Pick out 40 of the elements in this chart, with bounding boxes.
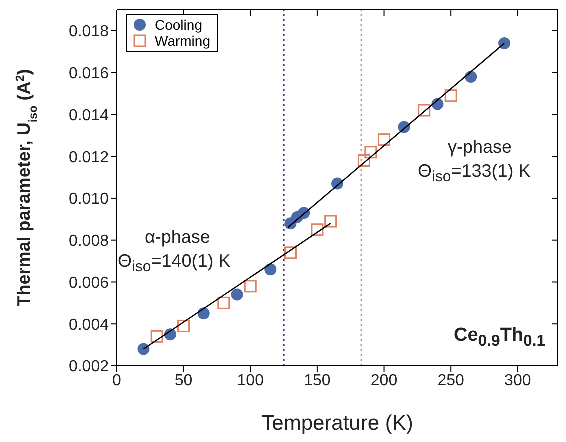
y-tick-label: 0.014 — [68, 107, 110, 124]
point — [218, 296, 230, 310]
y-tick-label: 0.002 — [68, 358, 110, 376]
point — [324, 215, 338, 228]
y-tick-label: 0.006 — [68, 274, 110, 292]
x-tick-label: 300 — [504, 372, 532, 390]
point — [498, 38, 511, 50]
y-tick-label: 0.004 — [68, 316, 110, 334]
point — [138, 343, 150, 356]
point — [284, 246, 297, 260]
x-tick-label: 250 — [438, 372, 465, 390]
point — [418, 104, 431, 117]
legend-label: Warming — [155, 33, 210, 49]
legend-label: Cooling — [155, 17, 202, 33]
annotation: γ-phase — [448, 137, 512, 157]
point — [244, 280, 257, 293]
point — [358, 154, 370, 168]
x-tick-label: 200 — [370, 372, 398, 390]
point — [178, 320, 190, 332]
x-tick-label: 150 — [304, 372, 331, 390]
x-tick-label: 50 — [174, 372, 193, 390]
annotation: Θ$_{iso}$=140(1) K — [118, 251, 231, 276]
point — [311, 224, 324, 236]
y-tick-label: 0.016 — [68, 66, 110, 83]
x-tick-label: 100 — [237, 372, 264, 390]
point — [378, 134, 391, 146]
annotation: Θ$_{iso}$=133(1) K — [418, 161, 531, 186]
point — [231, 288, 244, 301]
x-axis-title: Temperature (K) — [262, 412, 414, 435]
y-tick-label: 0.018 — [68, 24, 110, 41]
x-tick-label: 0 — [112, 372, 122, 390]
y-tick-label: 0.012 — [68, 149, 110, 166]
point — [264, 264, 277, 276]
point — [150, 330, 164, 343]
annotation: Ce$_{0.9}$Th$_{0.1}$ — [454, 325, 546, 350]
annotation: α-phase — [145, 227, 210, 247]
point — [444, 90, 458, 102]
point — [364, 146, 378, 159]
y-tick-label: 0.008 — [68, 233, 110, 250]
y-tick-label: 0.010 — [68, 191, 110, 208]
